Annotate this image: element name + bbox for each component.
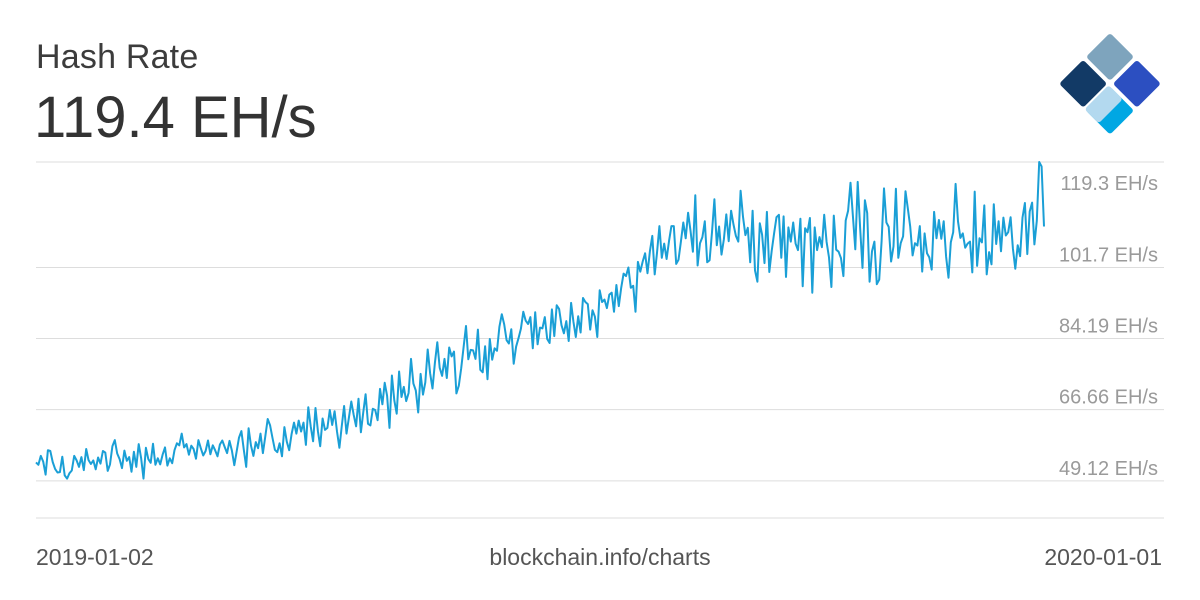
y-tick-label: 101.7 EH/s [1059, 244, 1158, 266]
source-link-text[interactable]: blockchain.info/charts [489, 544, 711, 570]
logo-tile-left [1060, 60, 1106, 107]
chart-grid [36, 161, 1164, 519]
y-tick-label: 49.12 EH/s [1059, 458, 1158, 480]
hash-rate-series-line [35, 161, 1045, 480]
y-tick-label: 66.66 EH/s [1059, 387, 1158, 409]
y-axis-tick-labels: 49.12 EH/s 66.66 EH/s 84.19 EH/s 101.7 EH/s… [1059, 173, 1158, 480]
chart-title: Hash Rate [36, 38, 199, 76]
y-tick-label: 84.19 EH/s [1059, 316, 1158, 338]
x-axis-end-date: 2020-01-01 [1044, 544, 1162, 570]
logo-tile-top [1087, 34, 1133, 80]
logo-tile-far-right [1085, 86, 1122, 123]
current-hash-rate-value: 119.4 EH/s [34, 85, 317, 150]
y-tick-label: 119.3 EH/s [1061, 173, 1158, 195]
logo-tile-right [1114, 60, 1160, 107]
x-axis-start-date: 2019-01-02 [36, 544, 154, 570]
blockchain-diamond-logo-icon [1060, 34, 1160, 134]
